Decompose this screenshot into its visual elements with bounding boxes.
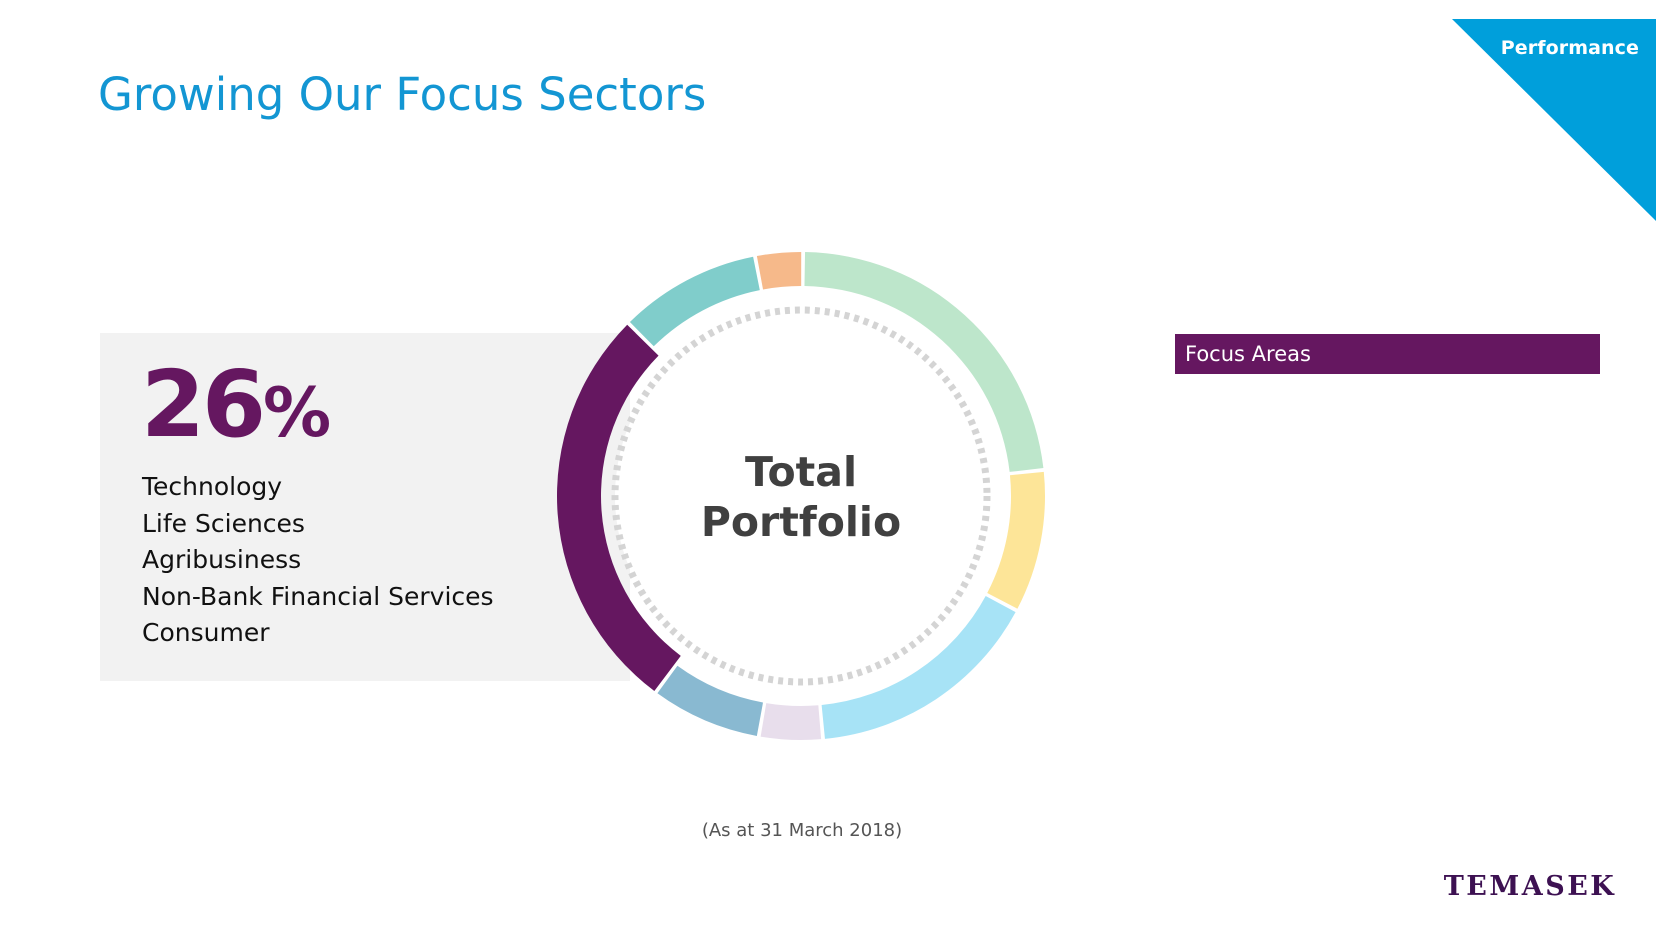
focus-sector-item: Non-Bank Financial Services bbox=[142, 581, 494, 611]
center-label-line-1: Total bbox=[745, 448, 857, 496]
donut-segment-1 bbox=[804, 252, 1044, 472]
focus-sector-list: Technology Life Sciences Agribusiness No… bbox=[142, 469, 494, 652]
donut-segments bbox=[556, 251, 1045, 741]
donut-segment-3 bbox=[821, 595, 1016, 739]
donut-segment-6 bbox=[556, 324, 681, 691]
donut-segment-4 bbox=[760, 703, 822, 741]
donut-center-fill bbox=[615, 310, 987, 682]
temasek-logo: TEMASEK bbox=[1444, 871, 1617, 902]
donut-segment-8 bbox=[756, 251, 802, 290]
logo-wordmark: TEMASEK bbox=[1444, 871, 1617, 902]
focus-share-value: 26% bbox=[141, 355, 331, 464]
center-label-line-2: Portfolio bbox=[701, 498, 901, 546]
page-title: Growing Our Focus Sectors bbox=[98, 68, 707, 121]
focus-sector-item: Technology bbox=[142, 472, 283, 501]
donut-segment-2 bbox=[987, 471, 1045, 609]
as-at-date-note: (As at 31 March 2018) bbox=[701, 820, 903, 841]
focus-sector-item: Consumer bbox=[142, 618, 270, 647]
donut-segment-7 bbox=[629, 256, 760, 347]
focus-share-number: 26 bbox=[141, 351, 266, 458]
focus-share-percent-sign: % bbox=[263, 374, 332, 453]
focus-sector-item: Life Sciences bbox=[142, 508, 305, 538]
donut-segment-5 bbox=[657, 665, 764, 736]
section-tab-label: Performance bbox=[1500, 37, 1639, 59]
donut-dashed-ring bbox=[611, 306, 991, 686]
focus-sectors-panel: 26% Technology Life Sciences Agribusines… bbox=[100, 333, 630, 681]
legend-header-focus-areas: Focus Areas bbox=[1175, 334, 1600, 374]
focus-sector-item: Agribusiness bbox=[142, 545, 302, 574]
